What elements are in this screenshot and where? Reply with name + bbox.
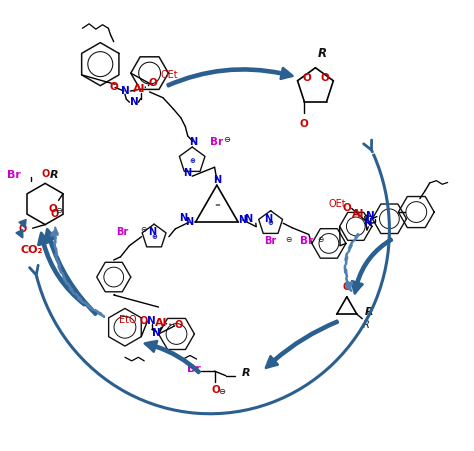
Text: O: O [109, 82, 118, 92]
Text: N: N [264, 214, 273, 224]
FancyArrowPatch shape [352, 239, 392, 294]
Text: O: O [342, 282, 351, 292]
Text: O: O [139, 316, 147, 326]
Text: O: O [49, 203, 57, 213]
Text: ⊖: ⊖ [55, 206, 62, 215]
Text: =: = [214, 202, 220, 208]
Text: R: R [318, 46, 327, 60]
Text: R: R [363, 320, 370, 330]
FancyArrowPatch shape [16, 230, 23, 238]
Text: Br: Br [116, 227, 128, 237]
Text: O: O [302, 74, 311, 83]
Text: ⊖: ⊖ [224, 135, 230, 144]
Text: N: N [129, 97, 138, 107]
Text: O: O [19, 224, 27, 234]
Text: N: N [244, 214, 252, 224]
Text: N: N [148, 227, 156, 237]
Text: N: N [152, 328, 161, 338]
Text: N: N [147, 316, 156, 326]
Text: ⊖: ⊖ [317, 235, 324, 244]
Text: O: O [50, 209, 58, 219]
Text: Br: Br [210, 137, 223, 147]
FancyArrowPatch shape [19, 220, 26, 228]
Text: N: N [183, 168, 191, 178]
Text: N: N [366, 211, 375, 221]
Text: ⊕: ⊕ [189, 157, 195, 164]
Text: N: N [120, 86, 129, 96]
Text: Br: Br [187, 364, 201, 374]
Text: R: R [50, 170, 58, 180]
Text: ⊖: ⊖ [285, 235, 292, 244]
Text: N: N [364, 218, 373, 228]
Text: N: N [189, 137, 197, 147]
Text: Al: Al [155, 318, 167, 328]
Text: Br: Br [264, 236, 277, 246]
Text: O: O [343, 203, 352, 213]
FancyArrowPatch shape [145, 341, 200, 373]
Text: ⊕: ⊕ [151, 234, 157, 239]
Text: Br: Br [7, 170, 20, 180]
Text: EtO: EtO [118, 315, 136, 325]
Text: Al: Al [133, 84, 146, 94]
FancyArrowPatch shape [38, 233, 85, 305]
Text: O: O [42, 169, 50, 179]
Text: Al: Al [352, 209, 364, 219]
FancyArrowPatch shape [45, 229, 97, 315]
Text: O: O [300, 119, 309, 129]
Text: CO₂: CO₂ [21, 245, 43, 255]
Text: O: O [211, 385, 220, 395]
Text: N: N [238, 215, 247, 225]
Text: ⊖: ⊖ [141, 225, 147, 234]
FancyArrowPatch shape [167, 68, 292, 87]
Text: ⊖: ⊖ [218, 387, 225, 396]
Text: N: N [213, 175, 221, 185]
FancyArrowPatch shape [266, 321, 338, 368]
Text: O: O [148, 78, 157, 88]
Text: ⊕: ⊕ [268, 220, 273, 226]
Text: O: O [175, 320, 183, 330]
Text: N: N [179, 213, 187, 223]
Text: R: R [365, 307, 374, 317]
FancyArrowPatch shape [344, 234, 359, 291]
Text: O: O [320, 74, 329, 83]
Text: OEt: OEt [328, 199, 346, 209]
Text: Br: Br [300, 236, 313, 246]
Text: N: N [185, 217, 193, 227]
Text: R: R [241, 368, 250, 378]
Text: OEt: OEt [161, 70, 178, 80]
FancyArrowPatch shape [51, 227, 105, 317]
